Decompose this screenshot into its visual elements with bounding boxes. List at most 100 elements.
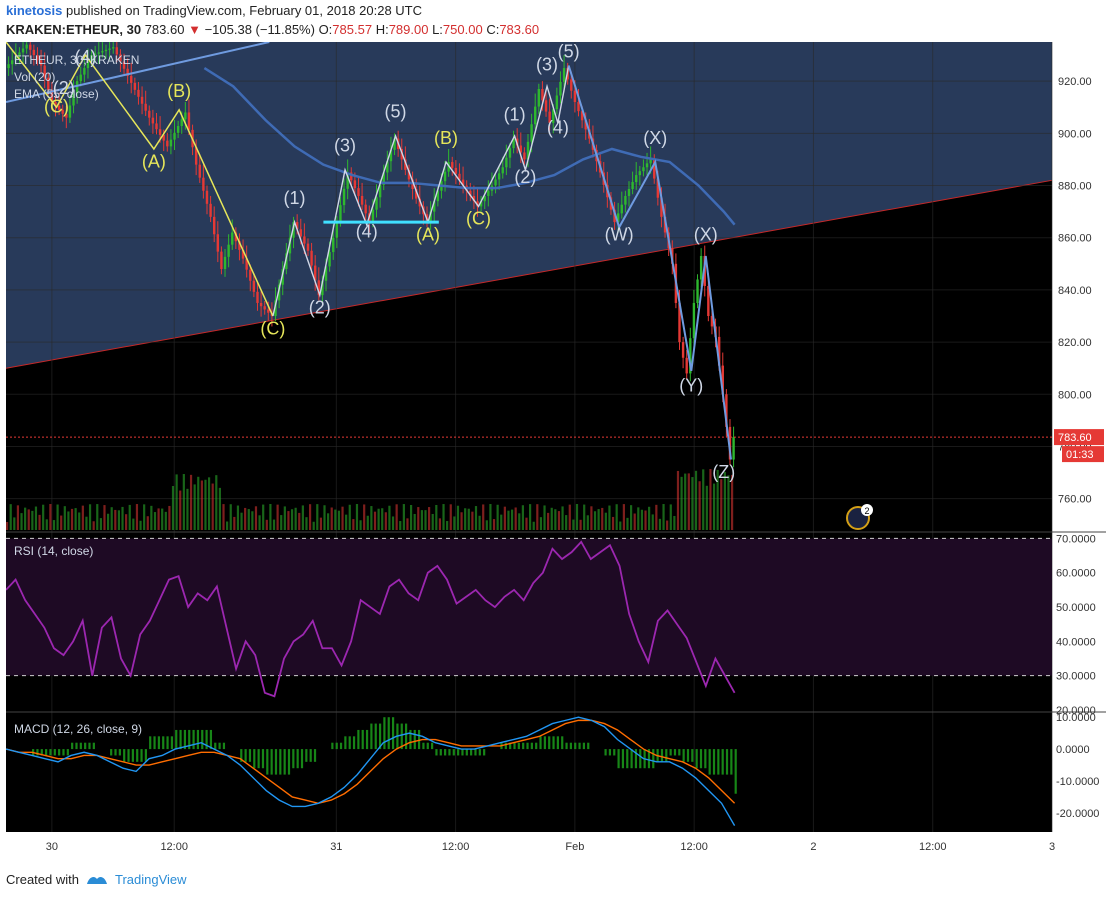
volume-bar xyxy=(348,504,351,530)
volume-bar xyxy=(200,480,203,530)
candle xyxy=(508,148,512,158)
macd-histogram-bar xyxy=(730,749,733,775)
macd-histogram-bar xyxy=(292,749,295,769)
created-with-text: Created with xyxy=(6,872,79,887)
macd-histogram-bar xyxy=(734,749,737,794)
rsi-band xyxy=(6,538,1052,676)
candle xyxy=(342,188,346,206)
volume-bar xyxy=(550,507,553,530)
macd-histogram-bar xyxy=(578,742,581,750)
candle xyxy=(306,243,310,251)
volume-bar xyxy=(529,504,532,530)
volume-bar xyxy=(6,522,9,530)
volume-bar xyxy=(583,504,586,530)
candle xyxy=(7,64,10,69)
volume-bar xyxy=(106,513,110,530)
tradingview-link[interactable]: TradingView xyxy=(114,872,187,887)
wave-label: (X) xyxy=(694,224,718,244)
volume-bar xyxy=(254,506,258,530)
macd-histogram-bar xyxy=(244,749,247,762)
wave-label: (5) xyxy=(558,42,580,62)
candle xyxy=(101,51,104,53)
candle xyxy=(166,140,169,147)
macd-histogram-bar xyxy=(461,749,464,756)
candle xyxy=(624,195,627,205)
volume-bar xyxy=(543,505,546,530)
chart-canvas[interactable]: (C)(2)(4)(A)(B)(C)(1)(2)(3)(4)(5)(A)(B)(… xyxy=(6,42,1106,860)
candle xyxy=(616,213,620,223)
volume-bar xyxy=(88,504,92,530)
candle xyxy=(353,180,357,189)
macd-histogram-bar xyxy=(621,749,625,769)
volume-bar xyxy=(431,513,434,530)
volume-bar xyxy=(9,504,12,530)
volume-bar xyxy=(601,507,604,530)
volume-bar xyxy=(150,505,153,530)
candle xyxy=(638,171,642,176)
wave-label: (1) xyxy=(504,104,526,124)
candle xyxy=(220,251,223,270)
candle xyxy=(433,201,436,212)
price-tick-label: 880.00 xyxy=(1058,181,1092,193)
rsi-line xyxy=(6,540,736,698)
macd-histogram-bar xyxy=(404,723,408,750)
volume-bar xyxy=(547,512,550,530)
candle xyxy=(112,47,115,49)
author-name[interactable]: kinetosis xyxy=(6,3,63,18)
wave-label: (C) xyxy=(44,96,69,116)
volume-bar xyxy=(460,512,463,530)
candle xyxy=(653,159,656,179)
macd-histogram-bar xyxy=(708,749,711,775)
rsi-title: RSI (14, close) xyxy=(14,544,93,558)
candle xyxy=(75,81,79,94)
volume-bar xyxy=(114,509,117,530)
volume-bar xyxy=(247,509,250,530)
macd-histogram-bar xyxy=(391,717,395,750)
volume-bar xyxy=(669,504,672,530)
candle xyxy=(93,53,97,56)
macd-histogram-bar xyxy=(613,749,616,756)
macd-tick-label: 0.0000 xyxy=(1056,744,1090,756)
macd-histogram-bar xyxy=(682,749,685,762)
high-label: H: xyxy=(375,22,389,37)
candle xyxy=(523,152,526,160)
macd-tick-label: 10.0000 xyxy=(1056,712,1096,724)
candle xyxy=(90,55,93,62)
wave-label: (4) xyxy=(74,47,96,67)
wave-label: (2) xyxy=(53,78,75,98)
macd-histogram-bar xyxy=(283,749,286,775)
candle xyxy=(155,123,158,130)
volume-bar xyxy=(60,515,63,530)
candle xyxy=(458,173,461,180)
candle xyxy=(126,68,129,76)
candle xyxy=(559,81,562,96)
volume-bar xyxy=(110,507,113,530)
volume-bar xyxy=(334,509,337,530)
wave-label: (4) xyxy=(547,117,569,137)
volume-bar xyxy=(236,505,240,530)
candle xyxy=(231,232,234,245)
high-value: 789.00 xyxy=(388,22,429,37)
wave-label: (3) xyxy=(334,136,356,156)
candle xyxy=(350,172,353,181)
candle xyxy=(494,179,497,186)
macd-histogram-bar xyxy=(248,749,252,762)
volume-bar xyxy=(503,506,506,530)
macd-histogram-bar xyxy=(140,749,143,762)
candle xyxy=(580,111,584,121)
candle xyxy=(144,103,147,111)
candle xyxy=(119,54,122,62)
macd-histogram-bar xyxy=(574,742,577,750)
volume-bar xyxy=(182,474,185,530)
time-tick-label: 3 xyxy=(1049,841,1055,853)
macd-histogram-bar xyxy=(617,749,620,769)
volume-bar xyxy=(554,509,557,530)
candle xyxy=(194,147,198,165)
candle xyxy=(173,132,176,140)
candle xyxy=(151,117,155,124)
macd-histogram-bar xyxy=(175,729,178,750)
volume-bar xyxy=(67,511,70,530)
macd-histogram-bar xyxy=(149,736,152,750)
volume-bar xyxy=(34,506,38,530)
macd-histogram-bar xyxy=(305,749,308,762)
